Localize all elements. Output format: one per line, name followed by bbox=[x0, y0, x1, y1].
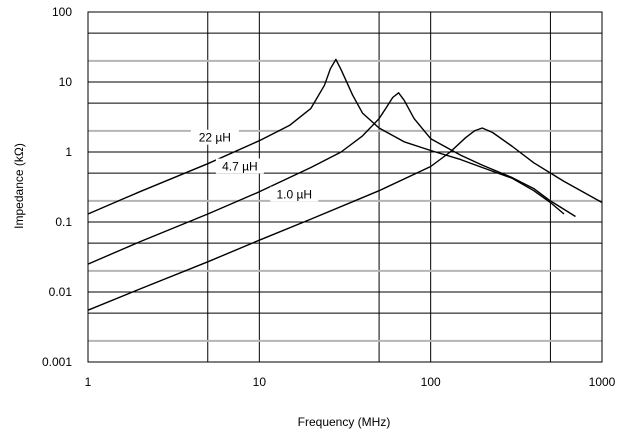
y-tick-label: 0.001 bbox=[42, 355, 72, 369]
series-label-bg bbox=[190, 129, 239, 145]
x-tick-label: 1 bbox=[85, 375, 92, 389]
series-label: 22 µH bbox=[199, 131, 231, 145]
x-tick-label: 1000 bbox=[589, 375, 616, 389]
y-axis-title: Impedance (kΩ) bbox=[12, 143, 26, 229]
series-label-bg bbox=[270, 186, 319, 202]
y-tick-label: 0.01 bbox=[49, 285, 73, 299]
grid bbox=[87, 11, 603, 363]
y-tick-label: 1 bbox=[65, 145, 72, 159]
series-line-1 bbox=[87, 58, 565, 215]
series-label: 4.7 µH bbox=[222, 160, 258, 174]
tick-labels: 1 10 100 1000 100 10 1 0.1 0.01 0.001 bbox=[42, 5, 616, 389]
x-tick-label: 100 bbox=[421, 375, 441, 389]
series-label-bg bbox=[215, 158, 264, 174]
y-tick-label: 100 bbox=[52, 5, 72, 19]
series-line-3 bbox=[87, 127, 603, 311]
x-tick-label: 10 bbox=[253, 375, 267, 389]
series-label: 1.0 µH bbox=[277, 188, 313, 202]
series-lines: 22 µH 4.7 µH 1.0 µH bbox=[87, 58, 603, 311]
plot-frame bbox=[87, 11, 603, 363]
series-line-2 bbox=[87, 92, 576, 265]
x-axis-title: Frequency (MHz) bbox=[298, 415, 391, 429]
y-tick-label: 0.1 bbox=[55, 215, 72, 229]
y-tick-label: 10 bbox=[59, 75, 73, 89]
